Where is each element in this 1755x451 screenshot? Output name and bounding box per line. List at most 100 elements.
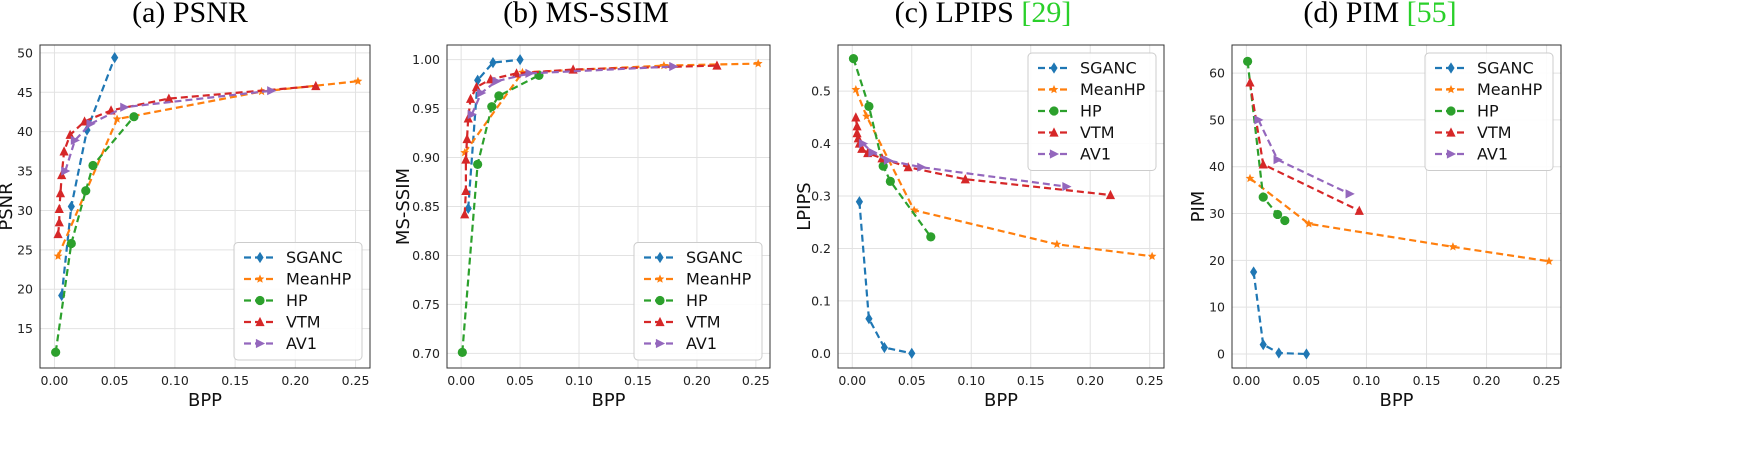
series-meanhp bbox=[460, 59, 763, 157]
chart-title: (a) PSNR bbox=[132, 0, 248, 29]
data-point bbox=[917, 162, 927, 172]
legend-item: HP bbox=[244, 291, 308, 310]
data-point bbox=[525, 68, 535, 78]
y-tick-label: 0.1 bbox=[811, 293, 831, 308]
legend-label: SGANC bbox=[1477, 59, 1534, 78]
data-point bbox=[311, 80, 321, 91]
chart-title-text: (a) PSNR bbox=[132, 0, 248, 29]
data-point bbox=[111, 52, 119, 64]
data-point bbox=[1273, 209, 1283, 220]
legend-item: VTM bbox=[644, 313, 721, 332]
data-point bbox=[474, 74, 482, 86]
data-point bbox=[1258, 159, 1268, 169]
data-point bbox=[868, 147, 878, 158]
series-sganc bbox=[464, 54, 524, 215]
legend-marker bbox=[655, 316, 665, 327]
x-tick-label: 0.15 bbox=[221, 373, 249, 388]
data-point bbox=[1448, 242, 1458, 251]
data-point bbox=[86, 119, 96, 129]
legend-marker bbox=[655, 295, 665, 306]
legend-marker bbox=[1446, 149, 1457, 159]
legend-marker bbox=[1050, 62, 1058, 74]
data-point bbox=[852, 127, 862, 138]
chart-title-text: (c) LPIPS bbox=[895, 0, 1022, 29]
legend-item: SGANC bbox=[644, 248, 743, 267]
x-tick-label: 0.10 bbox=[1353, 373, 1381, 388]
data-point bbox=[1052, 239, 1062, 248]
legend-item: MeanHP bbox=[1435, 80, 1543, 99]
legend-box bbox=[233, 242, 363, 361]
x-tick-label: 0.10 bbox=[565, 373, 593, 388]
legend-label: HP bbox=[686, 291, 708, 310]
y-axis-label: LPIPS bbox=[794, 182, 815, 230]
series-av1 bbox=[858, 138, 1072, 192]
legend-label: MeanHP bbox=[1080, 80, 1146, 99]
legend: SGANC MeanHP HP VTM AV1 bbox=[633, 242, 763, 361]
chart-title-ref: [55] bbox=[1407, 0, 1457, 29]
y-tick-label: 0.5 bbox=[811, 84, 831, 99]
legend-label: SGANC bbox=[286, 248, 343, 267]
data-point bbox=[267, 86, 277, 96]
series-line bbox=[1246, 61, 1286, 222]
y-tick-label: 0.90 bbox=[412, 150, 440, 165]
x-tick-label: 0.00 bbox=[41, 373, 69, 388]
data-point bbox=[487, 102, 497, 112]
y-tick-label: 0 bbox=[1217, 346, 1225, 361]
legend-marker bbox=[1049, 106, 1059, 116]
x-tick-label: 0.20 bbox=[1473, 373, 1501, 388]
data-point bbox=[59, 146, 69, 156]
data-point bbox=[1258, 192, 1268, 202]
y-tick-label: 0.4 bbox=[811, 136, 831, 151]
legend-label: SGANC bbox=[686, 248, 743, 267]
plot-frame bbox=[39, 44, 371, 369]
legend-marker bbox=[255, 295, 265, 306]
data-point bbox=[1105, 189, 1116, 200]
series-vtm bbox=[460, 60, 722, 219]
y-tick-label: 25 bbox=[17, 242, 33, 257]
data-point bbox=[864, 101, 874, 111]
data-point bbox=[61, 166, 71, 176]
y-tick-label: 45 bbox=[17, 85, 33, 100]
data-point bbox=[855, 196, 864, 208]
y-tick-label: 30 bbox=[1209, 206, 1225, 221]
data-point bbox=[492, 76, 502, 86]
legend-marker bbox=[1049, 127, 1059, 137]
series-meanhp bbox=[851, 84, 1157, 261]
x-tick-label: 0.00 bbox=[838, 373, 866, 388]
data-point bbox=[712, 60, 722, 70]
y-tick-label: 50 bbox=[17, 45, 33, 60]
data-point bbox=[81, 186, 91, 196]
x-tick-label: 0.15 bbox=[624, 373, 652, 388]
series-line bbox=[858, 201, 913, 355]
data-point bbox=[908, 347, 916, 359]
x-tick-label: 0.15 bbox=[1413, 373, 1441, 388]
data-point bbox=[753, 59, 763, 68]
chart-panel: (a) PSNR 0.00 0.05 0.10 0.15 0.20 0.25 15 20 25 30… bbox=[0, 0, 371, 411]
legend-marker bbox=[1049, 149, 1060, 159]
legend-item: AV1 bbox=[1038, 145, 1111, 164]
data-point bbox=[494, 91, 504, 101]
data-point bbox=[462, 133, 472, 144]
y-tick-label: 0.2 bbox=[811, 241, 831, 256]
legend-label: VTM bbox=[1477, 123, 1512, 142]
x-tick-label: 0.00 bbox=[447, 373, 475, 388]
legend-label: VTM bbox=[286, 313, 321, 332]
series-sganc bbox=[855, 196, 916, 359]
data-point bbox=[1354, 205, 1364, 215]
data-point bbox=[1243, 56, 1253, 66]
data-point bbox=[120, 102, 130, 112]
y-tick-label: 0.95 bbox=[412, 101, 440, 116]
data-point bbox=[1062, 181, 1072, 192]
data-point bbox=[865, 313, 873, 325]
data-point bbox=[353, 76, 363, 85]
x-tick-label: 0.00 bbox=[1232, 373, 1260, 388]
y-axis-label: PIM bbox=[1188, 191, 1209, 223]
data-point bbox=[1544, 256, 1554, 265]
data-point bbox=[53, 251, 63, 260]
legend-label: MeanHP bbox=[686, 270, 752, 289]
plot-frame bbox=[837, 44, 1165, 369]
data-point bbox=[83, 124, 91, 136]
y-tick-label: 0.70 bbox=[412, 346, 440, 361]
data-point bbox=[885, 176, 895, 186]
